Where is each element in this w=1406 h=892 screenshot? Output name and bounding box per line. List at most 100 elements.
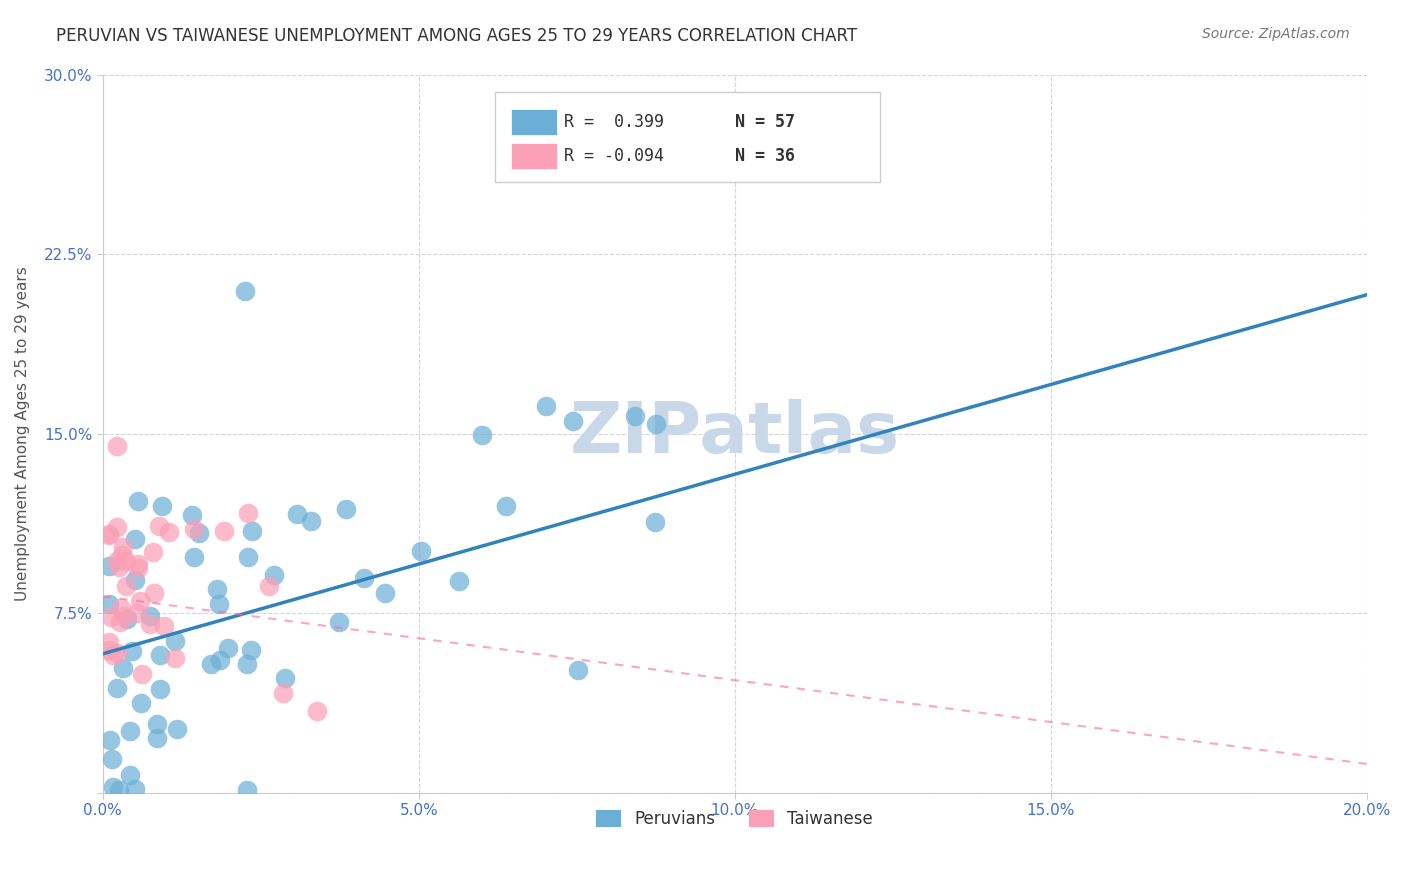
Point — [328, 615, 350, 629]
Point — [98, 732, 121, 747]
Point — [105, 554, 128, 568]
Point — [115, 579, 138, 593]
Point — [149, 648, 172, 662]
Point — [139, 617, 162, 632]
Text: PERUVIAN VS TAIWANESE UNEMPLOYMENT AMONG AGES 25 TO 29 YEARS CORRELATION CHART: PERUVIAN VS TAIWANESE UNEMPLOYMENT AMONG… — [56, 27, 858, 45]
Point — [149, 681, 172, 696]
Point — [534, 399, 557, 413]
Point — [335, 501, 357, 516]
Point — [239, 643, 262, 657]
Point — [100, 610, 122, 624]
Text: N = 57: N = 57 — [735, 113, 794, 131]
Point — [131, 667, 153, 681]
Point — [236, 507, 259, 521]
Point — [353, 571, 375, 585]
FancyBboxPatch shape — [510, 109, 557, 135]
Point — [107, 646, 129, 660]
Point — [98, 527, 121, 541]
Point — [153, 619, 176, 633]
Point — [125, 606, 148, 620]
Point — [108, 615, 131, 629]
Point — [374, 586, 396, 600]
Point — [236, 657, 259, 672]
Point — [103, 780, 125, 794]
Point — [217, 640, 239, 655]
Point — [235, 783, 257, 797]
Point — [139, 608, 162, 623]
Point — [105, 439, 128, 453]
Point — [257, 579, 280, 593]
Point — [103, 648, 125, 662]
Text: ZIPatlas: ZIPatlas — [569, 399, 900, 468]
Point — [157, 525, 180, 540]
Point — [101, 752, 124, 766]
Point — [111, 548, 134, 562]
Point — [150, 499, 173, 513]
Point — [118, 723, 141, 738]
Point — [166, 723, 188, 737]
Point — [561, 413, 583, 427]
Point — [645, 417, 668, 432]
Text: Source: ZipAtlas.com: Source: ZipAtlas.com — [1202, 27, 1350, 41]
Point — [163, 633, 186, 648]
Legend: Peruvians, Taiwanese: Peruvians, Taiwanese — [589, 803, 880, 835]
Point — [142, 545, 165, 559]
Point — [108, 560, 131, 574]
Point — [567, 663, 589, 677]
Point — [236, 549, 259, 564]
Point — [127, 561, 149, 575]
Point — [127, 493, 149, 508]
Point — [208, 597, 231, 611]
Point — [188, 526, 211, 541]
Point — [240, 524, 263, 539]
Point — [128, 593, 150, 607]
Point — [307, 704, 329, 718]
Point — [148, 519, 170, 533]
Point — [98, 527, 121, 541]
Y-axis label: Unemployment Among Ages 25 to 29 years: Unemployment Among Ages 25 to 29 years — [15, 266, 30, 601]
Point — [644, 515, 666, 529]
Point — [205, 582, 228, 596]
Point — [98, 597, 121, 611]
Point — [121, 644, 143, 658]
Point — [200, 657, 222, 671]
Point — [110, 601, 132, 615]
Point — [233, 284, 256, 298]
Text: N = 36: N = 36 — [735, 147, 794, 165]
Point — [129, 696, 152, 710]
Point — [165, 651, 187, 665]
Point — [108, 783, 131, 797]
Point — [127, 557, 149, 571]
Point — [447, 574, 470, 588]
Point — [124, 533, 146, 547]
Point — [124, 573, 146, 587]
Point — [209, 653, 232, 667]
Text: R = -0.094: R = -0.094 — [564, 147, 664, 165]
Point — [105, 520, 128, 534]
Point — [409, 543, 432, 558]
FancyBboxPatch shape — [495, 93, 880, 182]
Point — [118, 768, 141, 782]
Point — [98, 643, 121, 657]
Point — [98, 635, 121, 649]
Point — [115, 612, 138, 626]
Point — [183, 549, 205, 564]
Point — [107, 681, 129, 695]
FancyBboxPatch shape — [510, 144, 557, 169]
Point — [271, 686, 294, 700]
Point — [274, 671, 297, 685]
Point — [285, 507, 308, 521]
Point — [112, 661, 135, 675]
Point — [181, 508, 204, 523]
Point — [263, 568, 285, 582]
Point — [98, 559, 121, 574]
Point — [124, 782, 146, 797]
Point — [114, 553, 136, 567]
Point — [624, 409, 647, 423]
Point — [495, 500, 517, 514]
Point — [111, 540, 134, 554]
Point — [183, 522, 205, 536]
Point — [299, 514, 322, 528]
Point — [142, 585, 165, 599]
Text: R =  0.399: R = 0.399 — [564, 113, 664, 131]
